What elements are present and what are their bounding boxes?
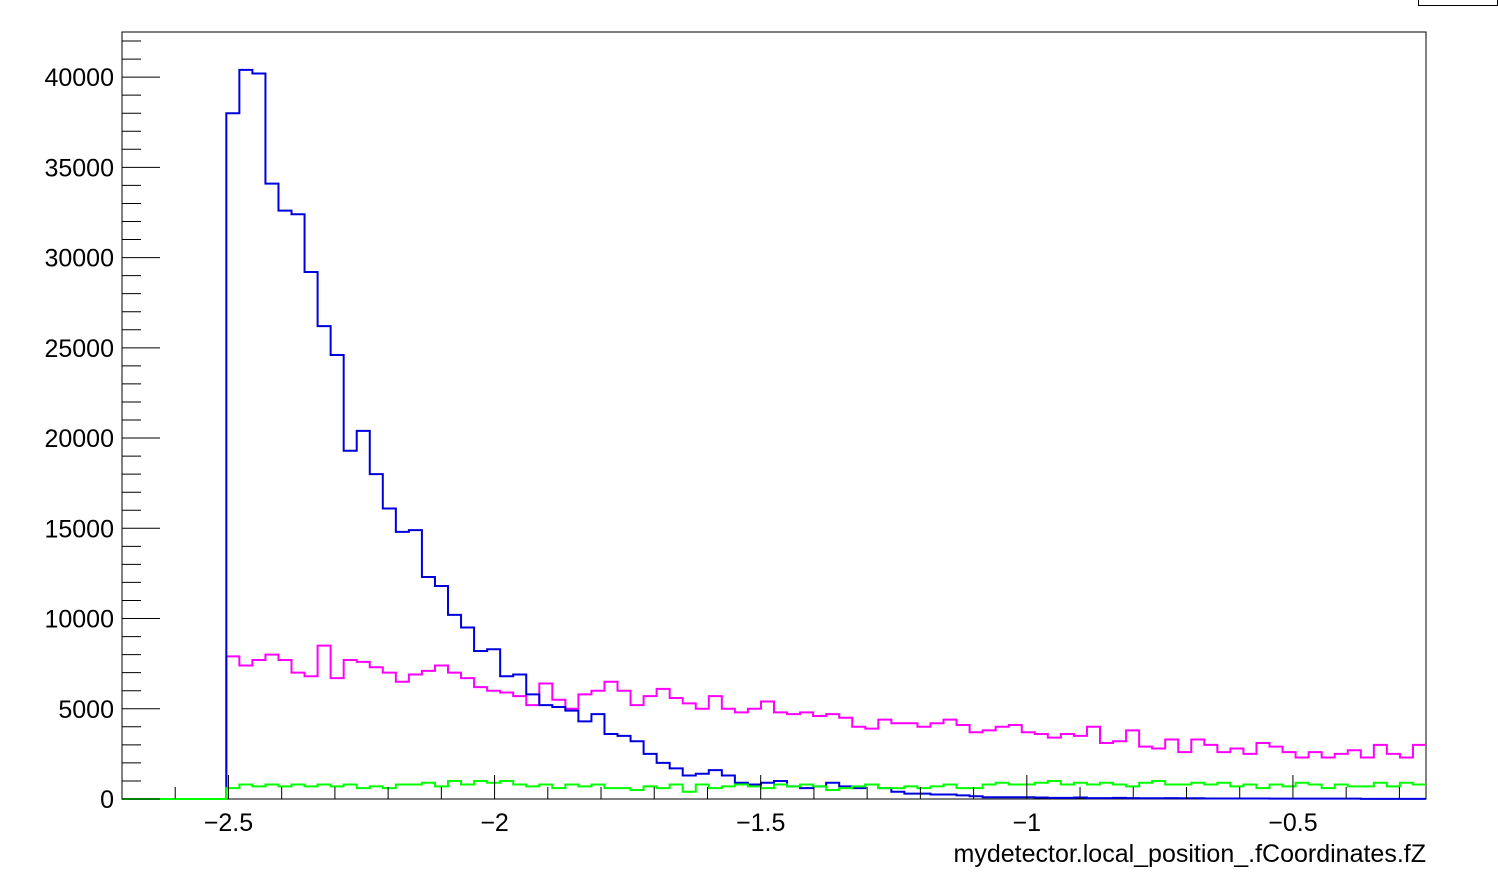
x-axis: −2.5 −2 −1.5 −1 −0.5 [121,775,1400,837]
corner-widget [1418,0,1498,6]
series-line-0 [122,644,1426,800]
x-tick-label: −0.5 [1268,809,1317,837]
y-tick-label: 30000 [44,245,114,273]
y-tick-label: 25000 [44,335,114,363]
x-tick-label: −2.5 [204,809,253,837]
y-tick-label: 0 [100,786,114,814]
x-tick-label: −2 [480,809,509,837]
x-axis-title: mydetector.local_position_.fCoordinates.… [954,840,1426,868]
y-tick-label: 15000 [44,515,114,543]
plot-frame [121,31,1427,800]
y-tick-label: 40000 [44,64,114,92]
x-tick-label: −1 [1013,809,1042,837]
y-tick-label: 35000 [44,154,114,182]
series-layer [122,68,1426,800]
series-line-1 [122,68,1426,800]
x-tick-label: −1.5 [736,809,785,837]
y-axis: 0 5000 10000 15000 20000 25000 30000 35000 40000 [44,40,160,814]
series-line-2 [122,779,1426,800]
y-tick-label: 5000 [58,696,114,724]
y-tick-label: 10000 [44,606,114,634]
y-tick-label: 20000 [44,425,114,453]
